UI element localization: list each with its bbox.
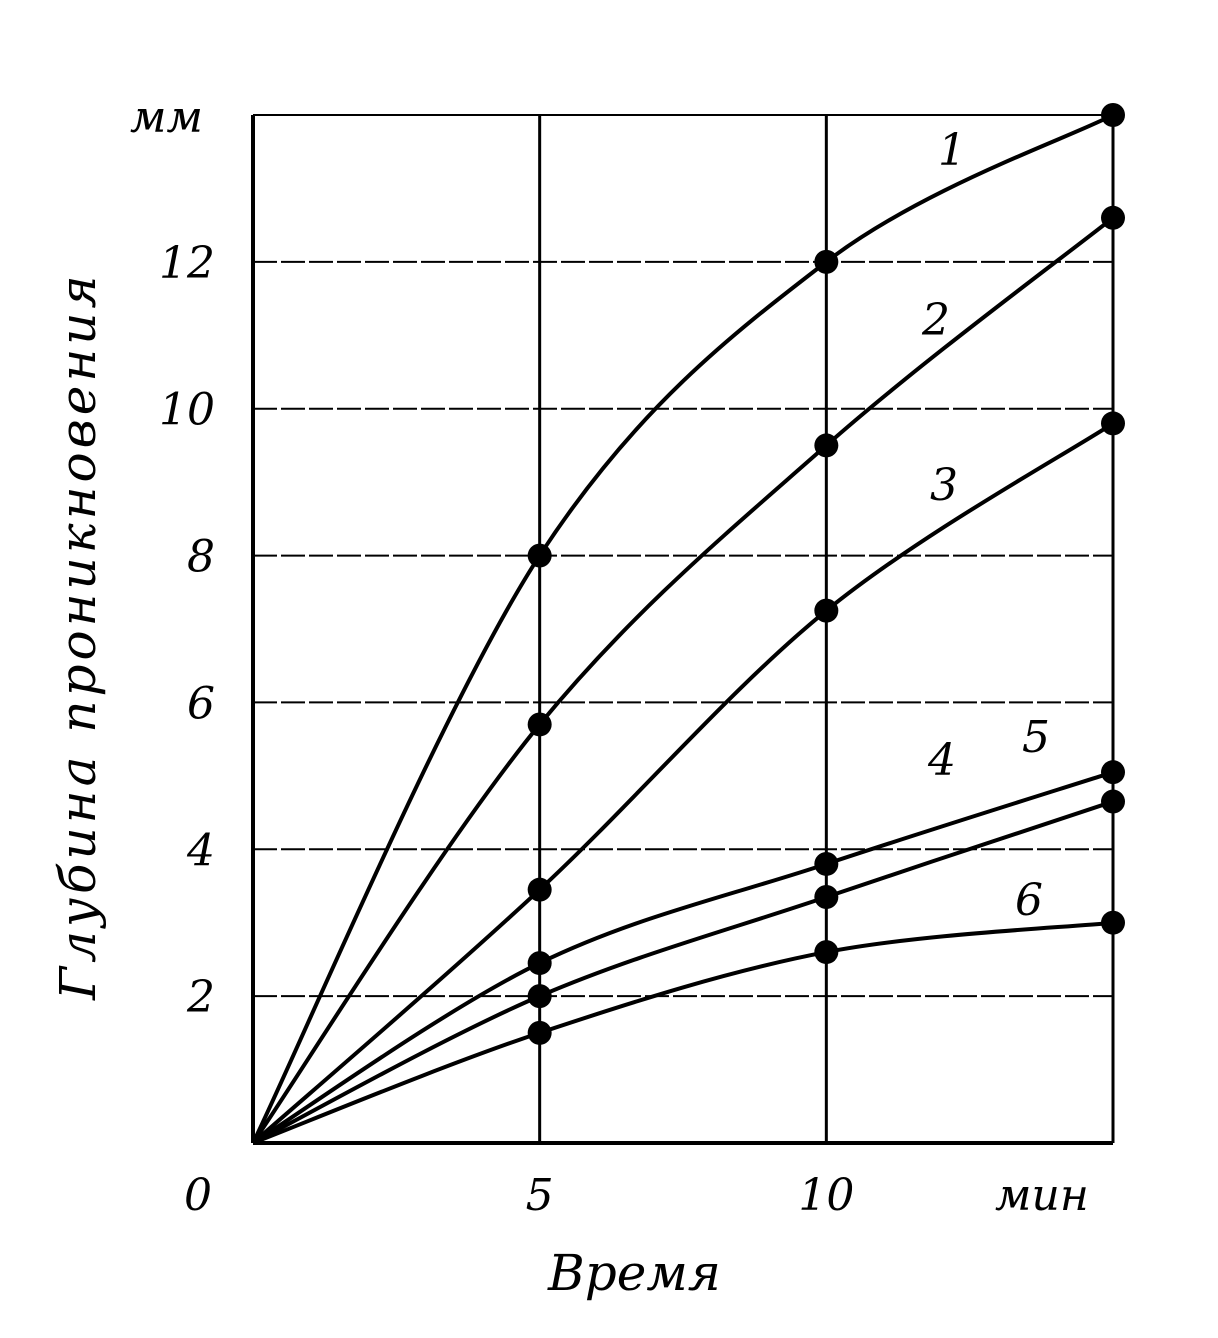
y-tick-label: 6 xyxy=(187,678,215,729)
tick-labels: 2 4 6 8 10 12 0 5 10 xyxy=(159,238,854,1221)
grid xyxy=(251,114,1115,1145)
data-point-6 xyxy=(527,1020,552,1045)
data-point-5 xyxy=(814,885,839,910)
y-tick-label: 2 xyxy=(186,972,215,1023)
data-point-4 xyxy=(1101,760,1125,785)
y-tick-label: 4 xyxy=(186,825,215,876)
data-point-3 xyxy=(527,877,552,902)
data-point-4 xyxy=(814,851,839,876)
series-line-4 xyxy=(251,770,1114,1145)
data-point-5 xyxy=(527,984,552,1009)
x-tick-label: 0 xyxy=(184,1170,212,1221)
series-label-1: 1 xyxy=(938,125,966,176)
y-unit-label: мм xyxy=(130,92,203,143)
series-line-1 xyxy=(251,113,1114,1144)
series-line-5 xyxy=(252,799,1114,1145)
y-axis-label: Глубина проникновения xyxy=(49,271,107,1001)
series-line-2 xyxy=(251,216,1115,1145)
x-axis-label: Время xyxy=(547,1244,721,1302)
points xyxy=(527,103,1125,1045)
data-point-3 xyxy=(814,598,839,623)
data-point-1 xyxy=(814,249,839,274)
data-point-1 xyxy=(1101,103,1125,127)
series-label-2: 2 xyxy=(921,295,950,346)
curves: 1 2 3 4 5 6 xyxy=(251,113,1115,1145)
data-point-5 xyxy=(1101,789,1125,814)
series-line-3 xyxy=(251,421,1115,1145)
series-line-6 xyxy=(252,920,1114,1145)
data-point-2 xyxy=(1101,205,1125,230)
data-point-6 xyxy=(814,940,839,965)
series-label-6: 6 xyxy=(1015,875,1043,926)
x-tick-label: 10 xyxy=(798,1170,854,1221)
data-point-1 xyxy=(527,543,552,568)
data-point-6 xyxy=(1101,910,1125,935)
x-unit-label: мин xyxy=(995,1170,1089,1221)
data-point-2 xyxy=(814,433,839,458)
series-label-5: 5 xyxy=(1022,712,1050,763)
data-point-2 xyxy=(527,712,552,737)
data-point-4 xyxy=(527,951,552,976)
data-point-3 xyxy=(1101,411,1125,436)
series-label-3: 3 xyxy=(930,460,958,511)
y-tick-label: 10 xyxy=(159,385,215,436)
y-tick-label: 8 xyxy=(187,532,215,583)
series-label-4: 4 xyxy=(927,735,956,786)
y-tick-label: 12 xyxy=(159,238,215,289)
x-tick-label: 5 xyxy=(526,1170,554,1221)
